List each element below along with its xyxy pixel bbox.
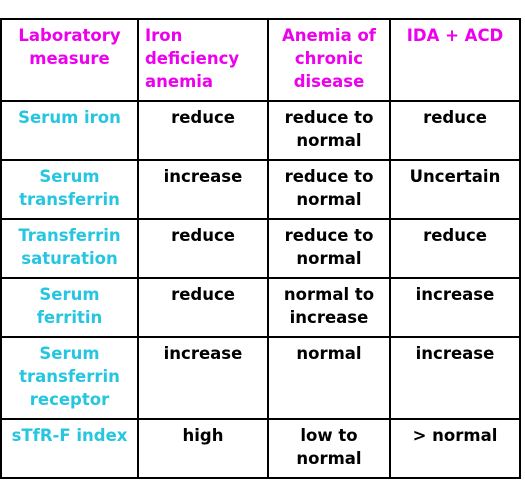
row-label-serum-iron: Serum iron [0,100,139,161]
cell-ida-acd: increase [389,336,521,420]
cell-ida-acd: Uncertain [389,159,521,220]
row-label-transferrin-saturation: Transferrin saturation [0,218,139,279]
cell-ida-acd: reduce [389,218,521,279]
row-label-stfr-f-index: sTfR-F index [0,418,139,479]
table-row: Transferrin saturation reduce reduce to … [0,218,521,279]
lab-comparison-table: Laboratory measure Iron deficiency anemi… [0,18,521,479]
row-label-serum-transferrin: Serum transferrin [0,159,139,220]
header-row: Laboratory measure Iron deficiency anemi… [0,18,521,102]
cell-ida: high [137,418,269,479]
table-row: Serum transferrin increase reduce to nor… [0,159,521,220]
cell-ida: increase [137,336,269,420]
header-anemia-of-chronic-disease: Anemia of chronic disease [267,18,391,102]
cell-ida: reduce [137,100,269,161]
header-laboratory-measure: Laboratory measure [0,18,139,102]
cell-ida-acd: increase [389,277,521,338]
table-row: Serum transferrin receptor increase norm… [0,336,521,420]
row-label-serum-ferritin: Serum ferritin [0,277,139,338]
cell-acd: reduce to normal [267,159,391,220]
cell-ida-acd: > normal [389,418,521,479]
cell-ida-acd: reduce [389,100,521,161]
row-label-serum-transferrin-receptor: Serum transferrin receptor [0,336,139,420]
table-row: Serum ferritin reduce normal to increase… [0,277,521,338]
cell-ida: reduce [137,218,269,279]
cell-acd: low to normal [267,418,391,479]
table-row: sTfR-F index high low to normal > normal [0,418,521,479]
cell-ida: increase [137,159,269,220]
header-iron-deficiency-anemia: Iron deficiency anemia [137,18,269,102]
cell-ida: reduce [137,277,269,338]
cell-acd: normal [267,336,391,420]
cell-acd: reduce to normal [267,218,391,279]
table-row: Serum iron reduce reduce to normal reduc… [0,100,521,161]
header-ida-acd: IDA + ACD [389,18,521,102]
cell-acd: normal to increase [267,277,391,338]
cell-acd: reduce to normal [267,100,391,161]
